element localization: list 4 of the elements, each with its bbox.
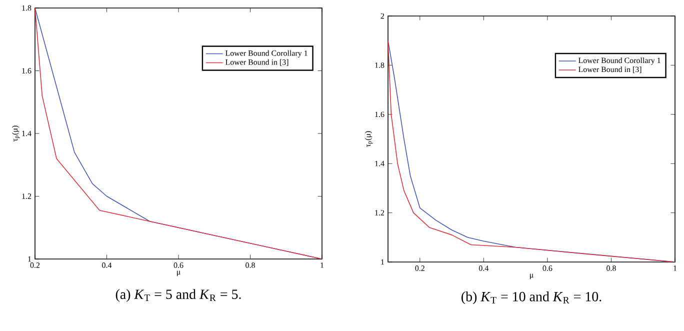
text: (a) K$_{T}$ = 5 and K$_{R}$ = 5. xyxy=(116,289,241,302)
line-series xyxy=(35,8,322,259)
line-series xyxy=(388,40,676,262)
text: (b) K$_{T}$ = 10 and K$_{R}$ = 10. xyxy=(462,292,602,304)
